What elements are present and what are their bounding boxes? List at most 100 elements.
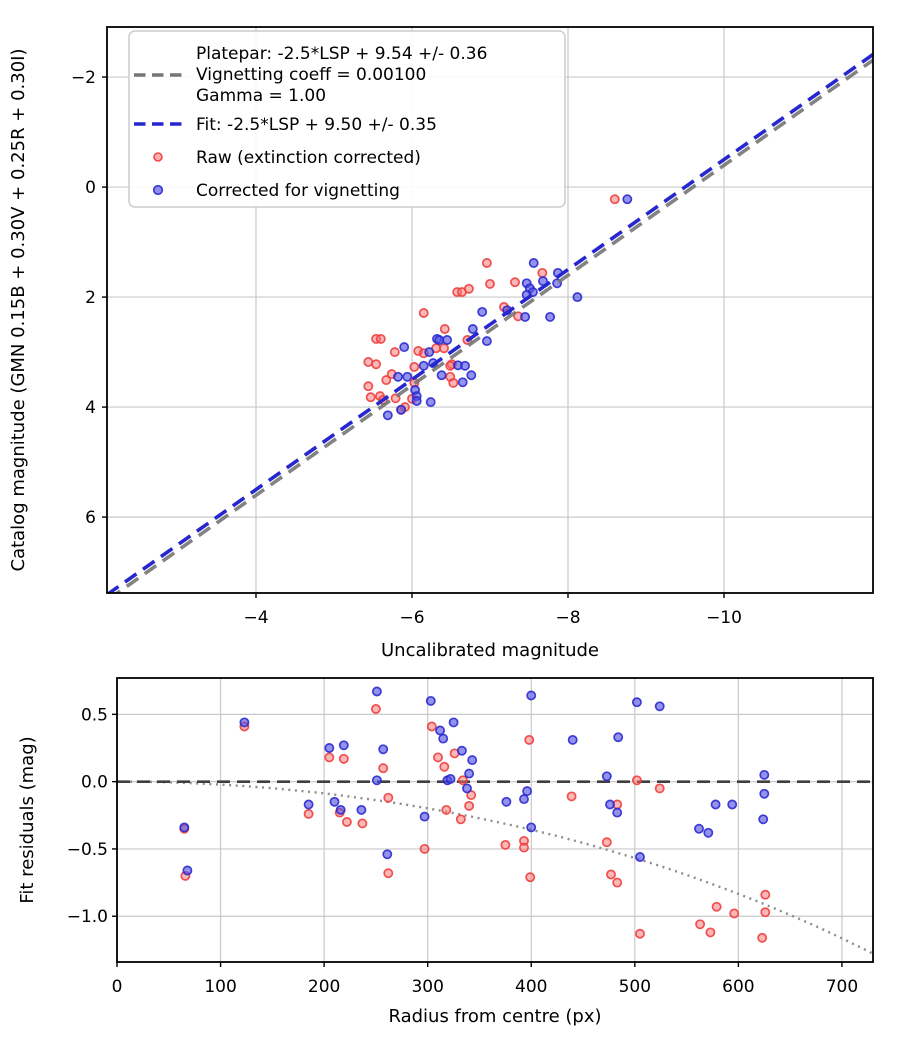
raw-point bbox=[381, 375, 392, 386]
vignetting-point bbox=[501, 796, 512, 807]
vignetting-point bbox=[703, 827, 714, 838]
vignetting-point bbox=[759, 769, 770, 780]
legend-vignetting-marker bbox=[152, 184, 164, 196]
vignetting-point bbox=[466, 370, 477, 381]
raw-point bbox=[481, 258, 492, 268]
vignetting-point bbox=[467, 324, 478, 334]
x-tick-label: −10 bbox=[706, 608, 742, 628]
raw-point bbox=[525, 872, 536, 883]
raw-point bbox=[635, 928, 645, 939]
raw-point bbox=[566, 791, 577, 802]
vignetting-point bbox=[519, 794, 529, 805]
fit-line bbox=[107, 53, 873, 593]
vignetting-point bbox=[727, 799, 738, 810]
legend-fit-label: Fit: -2.5*LSP + 9.50 +/- 0.35 bbox=[196, 115, 437, 135]
x-tick-label: 0 bbox=[112, 977, 123, 997]
top-axes-frame bbox=[106, 26, 874, 594]
raw-point bbox=[695, 919, 706, 930]
vignetting-point bbox=[622, 194, 633, 205]
vignetting-point bbox=[396, 404, 407, 415]
raw-point bbox=[433, 752, 443, 763]
raw-series bbox=[179, 704, 771, 943]
vignetting-point bbox=[759, 788, 770, 799]
vignetting-point bbox=[371, 775, 382, 786]
raw-point bbox=[324, 752, 335, 763]
vignetting-point bbox=[481, 336, 492, 347]
vignetting-series bbox=[179, 686, 770, 876]
raw-point bbox=[419, 843, 430, 854]
vignetting-point bbox=[402, 371, 413, 382]
vignetting-point bbox=[435, 725, 446, 736]
raw-point bbox=[485, 278, 495, 289]
bottom-xlabel: Radius from centre (px) bbox=[388, 1006, 601, 1027]
x-tick-label: 100 bbox=[204, 977, 236, 997]
x-tick-label: 400 bbox=[515, 977, 547, 997]
vignetting-point bbox=[419, 811, 430, 822]
vignetting-point bbox=[462, 783, 472, 794]
vignetting-point bbox=[371, 686, 382, 697]
raw-point bbox=[371, 359, 382, 370]
legend-raw-marker bbox=[153, 152, 163, 162]
platepar-line bbox=[114, 57, 873, 593]
x-tick-label: 700 bbox=[826, 977, 858, 997]
vignetting-point bbox=[567, 734, 578, 745]
x-tick-label: 500 bbox=[619, 977, 651, 997]
vignetting-point bbox=[526, 690, 537, 701]
legend-platepar-line3: Gamma = 1.00 bbox=[196, 86, 326, 106]
vignetting-point bbox=[424, 347, 435, 358]
vignetting-point bbox=[303, 799, 314, 810]
vignetting-point bbox=[457, 377, 468, 388]
vignetting-point bbox=[382, 410, 393, 421]
vignetting-point bbox=[456, 745, 467, 756]
raw-point bbox=[631, 775, 642, 786]
raw-point bbox=[363, 357, 374, 367]
raw-point bbox=[448, 377, 459, 388]
vignetting-point bbox=[694, 823, 704, 834]
vignetting-point bbox=[710, 799, 721, 810]
raw-point bbox=[464, 800, 475, 811]
vignetting-point bbox=[522, 786, 533, 797]
vignetting-point bbox=[329, 796, 340, 807]
y-tick-label: 0.5 bbox=[81, 705, 108, 725]
vignetting-point bbox=[239, 717, 250, 728]
x-tick-label: 600 bbox=[722, 977, 754, 997]
x-tick-label: −8 bbox=[555, 608, 580, 628]
raw-point bbox=[426, 721, 437, 732]
bottom-ylabel: Fit residuals (mag) bbox=[17, 736, 38, 903]
raw-point bbox=[439, 324, 450, 334]
vignetting-point bbox=[182, 865, 193, 876]
raw-point bbox=[601, 837, 612, 848]
raw-point bbox=[383, 868, 394, 879]
y-tick-label: 0.0 bbox=[81, 773, 108, 793]
vignetting-point bbox=[601, 771, 612, 782]
bottom-axes-frame bbox=[116, 677, 874, 963]
vignetting-point bbox=[425, 397, 436, 408]
bottom-plot: 0 100 200 300 400 500 600 700 0.5 0.0 −0.5 −1.0 Rad… bbox=[17, 677, 874, 1027]
top-plot: −4 −6 −8 −10 −2 0 2 4 6 Uncalibrated magnitude C… bbox=[8, 26, 874, 661]
vignetting-point bbox=[758, 814, 769, 825]
legend-corrected-label: Corrected for vignetting bbox=[196, 181, 400, 201]
legend-box bbox=[128, 30, 566, 208]
vignetting-point bbox=[179, 822, 190, 833]
raw-point bbox=[363, 381, 374, 392]
raw-point bbox=[375, 333, 386, 344]
top-ticks: −4 −6 −8 −10 −2 0 2 4 6 bbox=[71, 68, 742, 628]
raw-point bbox=[654, 783, 665, 794]
y-tick-label: −1.0 bbox=[67, 907, 108, 927]
vignetting-point bbox=[382, 849, 393, 860]
raw-point bbox=[537, 267, 548, 278]
vignetting-point bbox=[635, 852, 645, 862]
vignetting-point bbox=[324, 743, 335, 753]
vignetting-model-curve bbox=[117, 780, 873, 955]
y-tick-label: 0 bbox=[85, 178, 96, 198]
vignetting-point bbox=[445, 773, 456, 784]
raw-point bbox=[457, 775, 468, 786]
vignetting-point bbox=[460, 360, 470, 371]
raw-series bbox=[363, 194, 620, 415]
y-tick-label: −2 bbox=[71, 68, 96, 88]
vignetting-point bbox=[418, 360, 429, 371]
top-xlabel: Uncalibrated magnitude bbox=[381, 640, 599, 661]
raw-point bbox=[383, 792, 394, 803]
